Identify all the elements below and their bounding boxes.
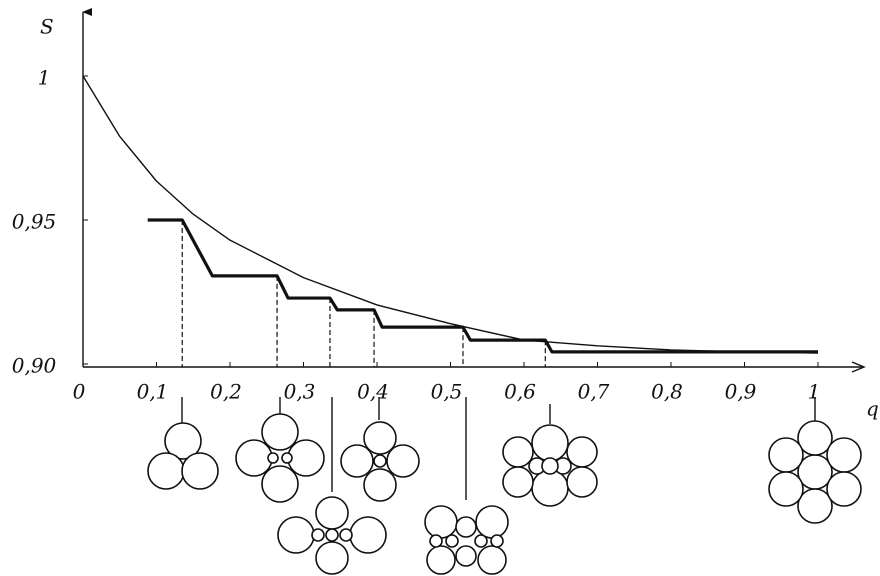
packing [502, 424, 598, 507]
y-tick-label: 1 [38, 66, 51, 90]
line [82, 75, 819, 354]
x-tick-label: 0,3 [284, 380, 316, 404]
y-tick-label: 0,90 [12, 354, 57, 378]
y-axis-label: S [40, 15, 54, 39]
x-tick-label: 0,4 [357, 380, 389, 404]
packing [768, 420, 862, 524]
x-axis-arrow [851, 361, 866, 373]
y-tick-label: 0,95 [12, 210, 57, 234]
packing [277, 496, 387, 575]
x-tick-label: 0,8 [651, 380, 683, 404]
packing [424, 505, 509, 575]
x-tick-label: 0,5 [431, 380, 463, 404]
packing [340, 421, 420, 502]
x-tick-label: 0,2 [210, 380, 242, 404]
x-tick-label: 0,6 [504, 380, 536, 404]
x-tick-label: 0,7 [578, 380, 610, 404]
packing-diagrams [147, 397, 862, 575]
line [147, 218, 818, 354]
x-tick-label: 0 [73, 380, 86, 404]
x-tick-label: 1 [808, 380, 821, 404]
x-tick-label: 0,9 [725, 380, 757, 404]
x-tick-label: 0,1 [137, 380, 169, 404]
packing [147, 422, 219, 490]
x-axis-label: q [866, 397, 879, 421]
packing [235, 413, 325, 503]
